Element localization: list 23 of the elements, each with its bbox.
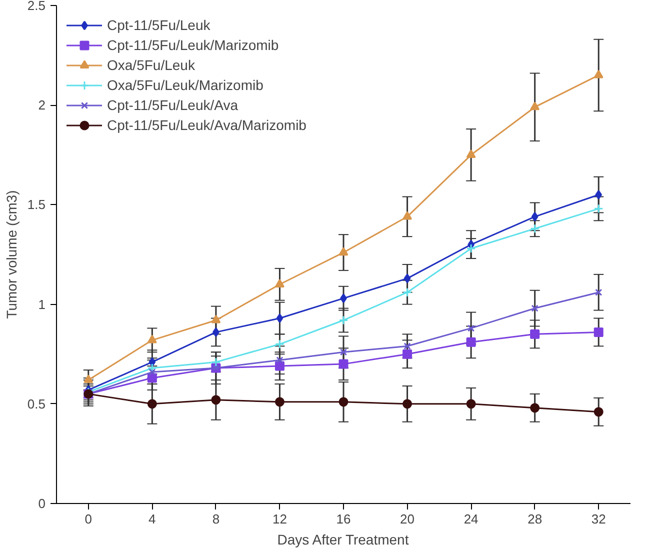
x-tick-label: 28 [528,512,542,526]
y-axis-title: Tumor volume (cm3) [3,190,20,319]
x-tick-label: 20 [400,512,415,526]
legend-label: Cpt-11/5Fu/Leuk/Ava/Marizomib [107,117,306,133]
x-tick-label: 16 [336,512,351,526]
x-tick-label: 24 [464,512,478,526]
y-tick-label: 0 [38,496,46,511]
y-tick-label: 2 [38,98,46,113]
legend-label: Oxa/5Fu/Leuk/Marizomib [107,77,264,93]
x-axis-title: Days After Treatment [277,532,409,548]
x-tick-label: 4 [148,512,156,526]
x-tick-label: 12 [272,512,287,526]
legend-label: Cpt-11/5Fu/Leuk/Ava [107,97,238,113]
x-tick-label: 32 [591,512,606,526]
y-tick-label: 2.5 [27,0,46,13]
y-tick-label: 0.5 [27,396,46,412]
legend-label: Cpt-11/5Fu/Leuk/Marizomib [107,37,279,53]
x-tick-label: 8 [212,512,220,526]
legend-label: Oxa/5Fu/Leuk [107,57,195,73]
legend-label: Cpt-11/5Fu/Leuk [107,17,210,33]
x-tick-label: 0 [84,512,92,526]
y-tick-label: 1 [38,296,46,312]
y-tick-label: 1.5 [27,197,46,212]
